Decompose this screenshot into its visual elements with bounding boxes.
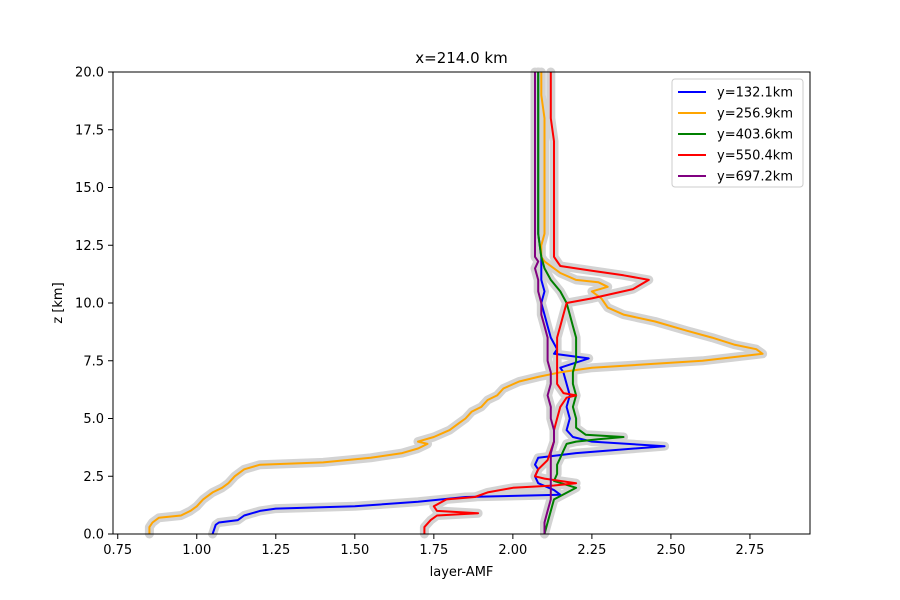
x-tick-label: 1.25 bbox=[261, 543, 290, 558]
y-tick-label: 15.0 bbox=[75, 181, 104, 196]
y-tick-label: 5.0 bbox=[83, 412, 104, 427]
y-tick-label: 10.0 bbox=[75, 297, 104, 312]
legend: y=132.1km y=256.9km y=403.6km y=550.4km y=69… bbox=[671, 78, 804, 188]
y-tick-label: 0.0 bbox=[83, 528, 104, 543]
x-tick-label: 2.25 bbox=[577, 543, 606, 558]
y-tick-label: 20.0 bbox=[75, 66, 104, 81]
x-axis-label: layer-AMF bbox=[430, 565, 494, 580]
y-tick-label: 17.5 bbox=[75, 123, 104, 138]
y-axis-label: z [km] bbox=[51, 282, 66, 323]
legend-box bbox=[671, 78, 804, 188]
x-tick-label: 1.00 bbox=[182, 543, 211, 558]
y-tick-label: 2.5 bbox=[83, 470, 104, 485]
legend-label-2: y=403.6km bbox=[717, 128, 793, 143]
x-tick-label: 1.50 bbox=[340, 543, 369, 558]
x-tick-label: 2.00 bbox=[498, 543, 527, 558]
legend-label-0: y=132.1km bbox=[717, 86, 793, 101]
series-lines bbox=[148, 72, 764, 535]
y-tick-label: 12.5 bbox=[75, 239, 104, 254]
series-line-1 bbox=[148, 72, 764, 534]
legend-label-4: y=697.2km bbox=[717, 170, 793, 185]
x-tick-label: 2.75 bbox=[735, 543, 764, 558]
series-line-4 bbox=[534, 72, 555, 534]
x-tick-label: 0.75 bbox=[103, 543, 132, 558]
legend-label-1: y=256.9km bbox=[717, 107, 793, 122]
legend-label-3: y=550.4km bbox=[717, 149, 793, 164]
series-line-3 bbox=[423, 72, 650, 534]
series-line-2 bbox=[537, 72, 625, 535]
y-axis-ticks: 0.0 2.5 5.0 7.5 10.0 12.5 15.0 17.5 20.0 bbox=[75, 66, 113, 543]
x-axis-ticks: 0.75 1.00 1.25 1.50 1.75 2.00 2.25 2.50 2.75 bbox=[103, 534, 764, 558]
x-tick-label: 1.75 bbox=[419, 543, 448, 558]
chart-title: x=214.0 km bbox=[415, 49, 507, 67]
y-tick-label: 7.5 bbox=[83, 354, 104, 369]
x-tick-label: 2.50 bbox=[656, 543, 685, 558]
